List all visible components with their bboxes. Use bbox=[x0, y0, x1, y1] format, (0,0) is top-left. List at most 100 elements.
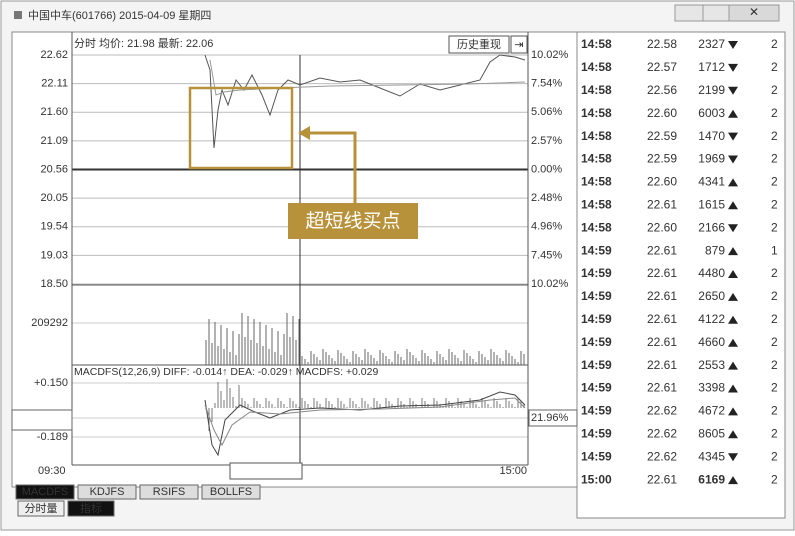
trade-direction bbox=[728, 407, 738, 416]
pct-cursor-box bbox=[528, 409, 578, 427]
time-label: 15:00 bbox=[499, 465, 527, 477]
indicator-tab-label: KDJFS bbox=[90, 486, 125, 498]
trade-extra: 2 bbox=[771, 266, 778, 280]
trade-volume: 2166 bbox=[698, 220, 725, 234]
trade-direction bbox=[728, 315, 738, 324]
chart-header: 分时 均价: 21.98 最新: 22.06 bbox=[74, 36, 213, 50]
trade-panel bbox=[576, 31, 786, 519]
trade-direction bbox=[728, 453, 738, 462]
pct-tick-label: 7.54% bbox=[531, 78, 562, 90]
trade-direction bbox=[728, 109, 738, 118]
price-line bbox=[204, 54, 526, 149]
price-tick-label: 19.54 bbox=[40, 221, 68, 233]
close-icon: ✕ bbox=[749, 5, 759, 19]
trade-extra: 2 bbox=[771, 358, 778, 372]
trade-extra: 2 bbox=[771, 381, 778, 395]
minimize-button[interactable] bbox=[674, 4, 704, 22]
history-button[interactable] bbox=[448, 35, 510, 54]
trade-time: 14:58 bbox=[581, 60, 612, 74]
trade-direction bbox=[728, 292, 738, 301]
trade-price: 22.61 bbox=[647, 243, 677, 257]
close-button[interactable] bbox=[728, 4, 780, 22]
trade-price: 22.57 bbox=[647, 60, 677, 74]
view-tab[interactable] bbox=[17, 500, 65, 517]
trade-extra: 2 bbox=[771, 312, 778, 326]
trade-volume: 2327 bbox=[698, 37, 725, 51]
trade-volume: 1470 bbox=[698, 129, 725, 143]
trade-direction bbox=[728, 247, 738, 256]
trade-direction bbox=[728, 430, 738, 439]
chart-panel bbox=[11, 31, 578, 488]
trade-direction bbox=[728, 155, 738, 164]
trade-direction bbox=[728, 86, 738, 95]
trade-extra: 2 bbox=[771, 197, 778, 211]
view-tab[interactable] bbox=[67, 500, 115, 517]
trade-price: 22.59 bbox=[647, 129, 677, 143]
macd-tick-label: +0.150 bbox=[34, 377, 68, 389]
trade-volume: 1615 bbox=[698, 197, 725, 211]
trade-time: 14:59 bbox=[581, 449, 612, 463]
trade-price: 22.62 bbox=[647, 404, 677, 418]
trade-price: 22.61 bbox=[647, 358, 677, 372]
trade-time: 14:58 bbox=[581, 152, 612, 166]
trade-volume: 4672 bbox=[698, 404, 725, 418]
trade-time: 14:59 bbox=[581, 266, 612, 280]
time-label: 09:30 bbox=[38, 465, 66, 477]
volume-bars bbox=[205, 313, 525, 431]
trade-time: 14:58 bbox=[581, 197, 612, 211]
trade-volume: 2553 bbox=[698, 358, 725, 372]
trade-time: 14:59 bbox=[581, 404, 612, 418]
macd-signal-line bbox=[204, 397, 526, 447]
trade-time: 14:59 bbox=[581, 335, 612, 349]
pct-tick-label: 10.02% bbox=[531, 278, 569, 290]
indicator-tab[interactable] bbox=[201, 484, 261, 500]
trade-direction bbox=[728, 270, 738, 278]
pct-tick-label: 0.00% bbox=[531, 163, 562, 175]
trade-extra: 2 bbox=[771, 220, 778, 234]
trade-extra: 2 bbox=[771, 404, 778, 418]
trade-time: 14:58 bbox=[581, 129, 612, 143]
trade-extra: 2 bbox=[771, 106, 778, 120]
trade-extra: 2 bbox=[771, 289, 778, 303]
trade-time: 15:00 bbox=[581, 472, 612, 486]
trade-direction bbox=[728, 338, 738, 347]
indicator-tab[interactable] bbox=[139, 484, 199, 500]
trade-extra: 2 bbox=[771, 83, 778, 97]
trade-time: 14:58 bbox=[581, 106, 612, 120]
price-tick-label: 20.56 bbox=[40, 163, 68, 175]
trade-extra: 2 bbox=[771, 152, 778, 166]
collapse-button[interactable] bbox=[510, 35, 528, 54]
trade-extra: 2 bbox=[771, 175, 778, 189]
trade-price: 22.61 bbox=[647, 381, 677, 395]
maximize-button[interactable] bbox=[702, 4, 730, 22]
trade-price: 22.61 bbox=[647, 312, 677, 326]
trade-price: 22.60 bbox=[647, 106, 677, 120]
trade-time: 14:59 bbox=[581, 243, 612, 257]
trade-time: 14:58 bbox=[581, 220, 612, 234]
pct-tick-label: 5.06% bbox=[531, 106, 562, 118]
collapse-icon: ⇥ bbox=[514, 39, 523, 51]
trade-direction bbox=[728, 224, 738, 233]
trade-price: 22.58 bbox=[647, 37, 677, 51]
trade-extra: 2 bbox=[771, 335, 778, 349]
trade-volume: 1969 bbox=[698, 152, 725, 166]
trade-volume: 6003 bbox=[698, 106, 725, 120]
trade-extra: 2 bbox=[771, 426, 778, 440]
macd-header: MACDFS(12,26,9) DIFF: -0.014↑ DEA: -0.02… bbox=[74, 366, 378, 378]
trade-direction bbox=[728, 132, 738, 141]
macd-line bbox=[204, 391, 526, 457]
trade-time: 14:59 bbox=[581, 358, 612, 372]
trade-direction bbox=[728, 384, 738, 393]
price-tick-label: 20.05 bbox=[40, 192, 68, 204]
trade-time: 14:59 bbox=[581, 426, 612, 440]
price-tick-label: 19.03 bbox=[40, 249, 68, 261]
indicator-tab-label: BOLLFS bbox=[210, 486, 252, 498]
trade-time: 14:58 bbox=[581, 37, 612, 51]
trade-extra: 2 bbox=[771, 472, 778, 486]
y-cursor-box bbox=[11, 409, 73, 431]
indicator-tab-label: RSIFS bbox=[153, 486, 185, 498]
indicator-tab[interactable] bbox=[77, 484, 137, 500]
pct-tick-label: 4.96% bbox=[531, 221, 562, 233]
indicator-tab[interactable] bbox=[15, 484, 75, 500]
trade-extra: 2 bbox=[771, 60, 778, 74]
